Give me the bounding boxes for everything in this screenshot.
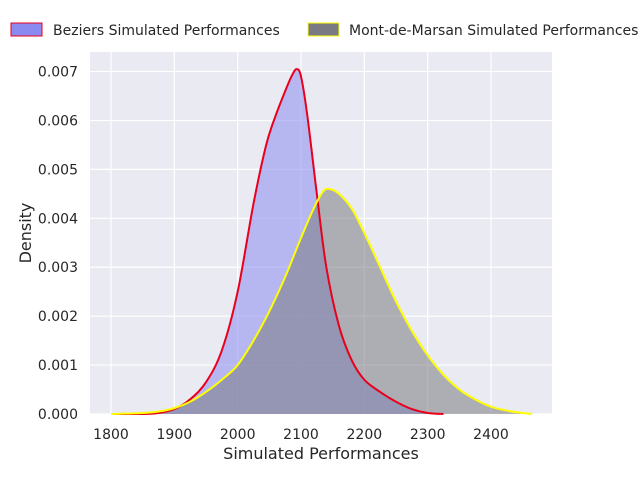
legend: Beziers Simulated Performances Mont-de-Ma… [10,22,638,39]
x-tick-label: 2200 [347,427,383,443]
y-tick-label: 0.002 [38,309,78,325]
beziers-density-area [111,69,444,415]
y-tick-label: 0.001 [38,358,78,374]
mont-de-marsan-density-area [111,188,533,414]
x-axis-label: Simulated Performances [223,444,419,463]
y-tick-label: 0.004 [38,211,78,227]
y-tick-label: 0.005 [38,162,78,178]
y-tick-labels: 0.000 0.001 0.002 0.003 0.004 0.005 0.006 0.007 [38,65,78,423]
y-tick-label: 0.007 [38,65,78,81]
legend-swatch-mont-de-marsan [307,22,340,37]
x-tick-label: 2000 [220,427,256,443]
x-tick-label: 2100 [283,427,319,443]
x-tick-label: 1900 [157,427,193,443]
legend-swatch-beziers [10,22,43,37]
x-tick-label: 1800 [93,427,129,443]
y-tick-label: 0.006 [38,113,78,129]
x-tick-label: 2300 [410,427,446,443]
y-tick-label: 0.003 [38,260,78,276]
x-tick-label: 2400 [473,427,509,443]
legend-label-mont-de-marsan: Mont-de-Marsan Simulated Performances [349,23,638,39]
density-areas [110,68,533,415]
beziers-density-line [110,68,444,415]
mont-de-marsan-density-line [110,187,533,415]
y-axis-label: Density [16,203,35,264]
legend-label-beziers: Beziers Simulated Performances [53,23,280,39]
x-tick-labels: 1800 1900 2000 2100 2200 2300 2400 [93,427,509,443]
y-tick-label: 0.000 [38,407,78,423]
